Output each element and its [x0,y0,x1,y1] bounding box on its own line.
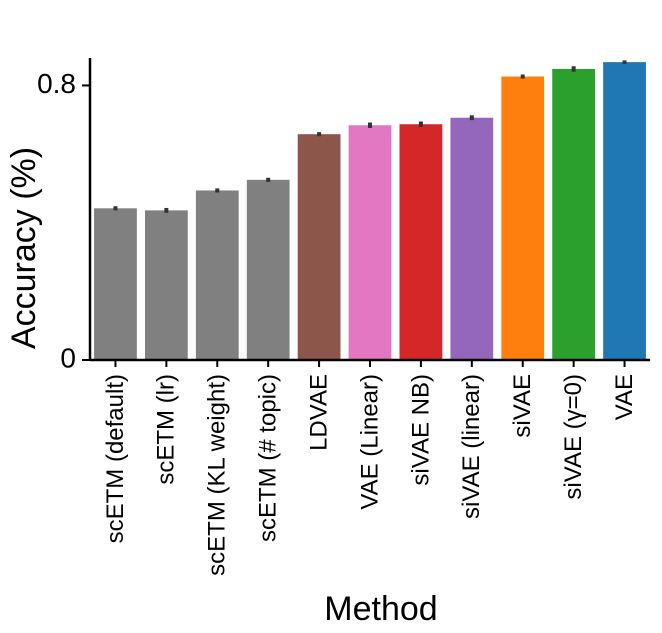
x-tick-label-8: siVAE [509,374,536,438]
bar-4 [297,134,341,360]
bar-8 [501,76,545,361]
bar-5 [348,125,392,360]
bar-7 [450,117,494,360]
x-tick-label-4: LDVAE [305,374,332,451]
x-tick-label-9: siVAE (γ=0) [560,374,587,500]
x-tick-label-7: siVAE (linear) [458,374,485,519]
bar-0 [94,208,137,360]
bar-6 [399,124,443,360]
y-axis-label: Accuracy (%) [5,147,43,349]
bar-9 [552,68,596,361]
x-tick-label-6: siVAE NB) [407,374,434,486]
x-tick-label-3: scETM (# topic) [255,374,282,542]
x-tick-label-1: scETM (lr) [153,374,180,485]
y-ticks-group: 00.8 [37,68,90,373]
bar-2 [195,190,239,360]
x-ticks-group: scETM (default) scETM (lr) scETM (KL weigh… [102,360,638,576]
x-tick-label-2: scETM (KL weight) [204,374,231,576]
bar-10 [603,62,646,360]
x-tick-label-5: VAE (Linear) [356,374,383,510]
bar-1 [144,210,188,360]
y-tick-label-1: 0.8 [37,68,76,99]
y-tick-label-0: 0 [60,342,76,373]
x-tick-label-10: VAE [611,374,638,420]
bar-3 [246,179,290,360]
x-axis-label: Method [324,590,437,628]
bars-group [94,62,646,361]
x-tick-label-0: scETM (default) [102,374,129,543]
error-bars-group [113,60,627,213]
